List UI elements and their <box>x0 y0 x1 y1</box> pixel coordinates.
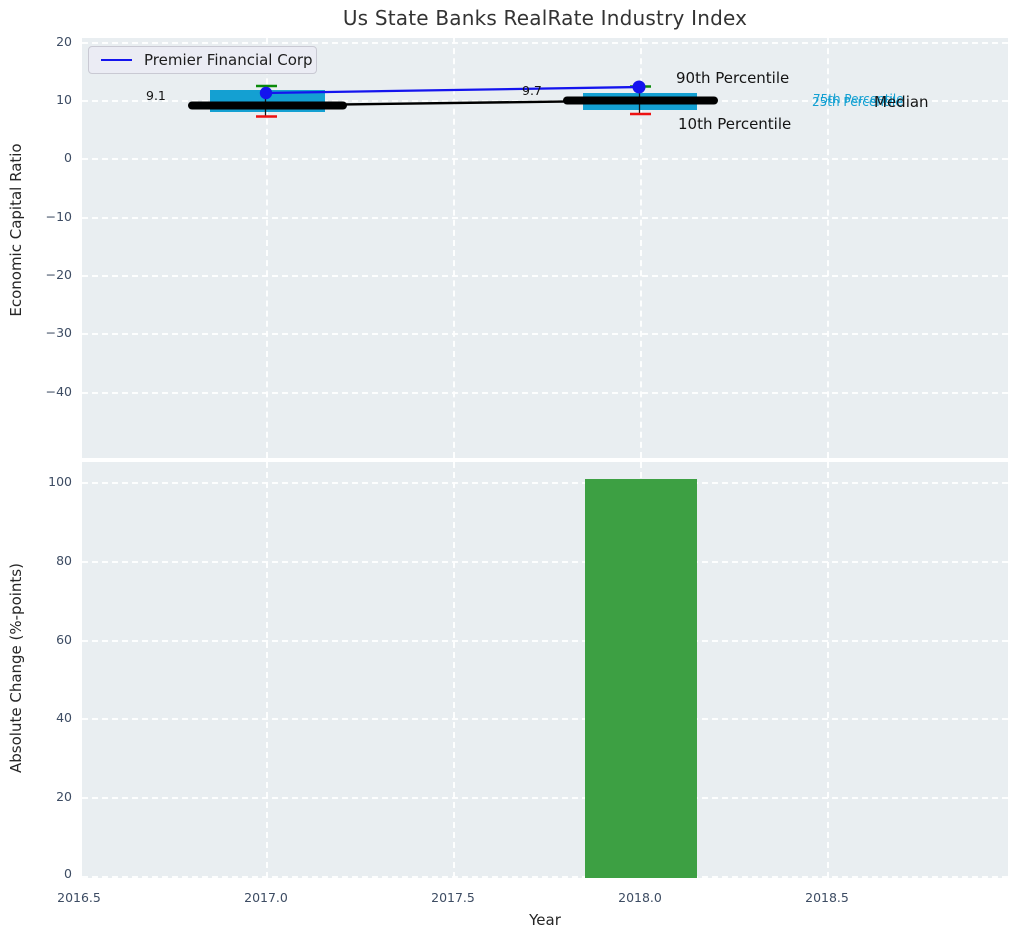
bottom-ytick-80: 80 <box>56 553 72 568</box>
annotation-10th-percentile: 10th Percentile <box>678 115 792 133</box>
gridline-y0 <box>82 158 1008 160</box>
top-ytick--40: −40 <box>45 384 72 399</box>
top-ytick--20: −20 <box>45 267 72 282</box>
legend: Premier Financial Corp <box>88 46 317 74</box>
gridline-x2017-5 <box>453 462 455 878</box>
top-ytick--30: −30 <box>45 325 72 340</box>
bottom-ytick-40: 40 <box>56 710 72 725</box>
gridline-y20 <box>82 797 1008 799</box>
top-y-axis-label: Economic Capital Ratio <box>7 143 25 317</box>
top-ytick-0: 0 <box>64 150 72 165</box>
xtick-2017-0: 2017.0 <box>244 890 288 905</box>
annotation-median: Median <box>874 93 929 111</box>
gridline-x2018-5 <box>827 38 829 458</box>
gridline-y80 <box>82 561 1008 563</box>
gridline-y-20 <box>82 275 1008 277</box>
gridline-x2017 <box>266 462 268 878</box>
bottom-y-axis-label: Absolute Change (%-points) <box>7 563 25 773</box>
top-ytick-20: 20 <box>56 34 72 49</box>
gridline-y60 <box>82 640 1008 642</box>
median-value-2018: 9.7 <box>522 83 542 98</box>
xtick-2016-5: 2016.5 <box>57 890 101 905</box>
legend-label: Premier Financial Corp <box>144 51 313 69</box>
median-value-2017: 9.1 <box>146 88 166 103</box>
gridline-y0 <box>82 876 1008 878</box>
gridline-y-10 <box>82 217 1008 219</box>
gridline-x2017-5 <box>453 38 455 458</box>
bottom-axes <box>82 462 1008 878</box>
change-bar-2018 <box>585 479 697 878</box>
company-line <box>265 85 640 95</box>
gridline-y-40 <box>82 392 1008 394</box>
bottom-ytick-100: 100 <box>48 474 72 489</box>
gridline-y40 <box>82 718 1008 720</box>
gridline-x2017 <box>266 38 268 458</box>
bottom-ytick-0: 0 <box>64 866 72 881</box>
x-axis-label: Year <box>529 911 561 929</box>
chart-title: Us State Banks RealRate Industry Index <box>342 6 748 30</box>
gridline-y-30 <box>82 333 1008 335</box>
bottom-ytick-60: 60 <box>56 632 72 647</box>
annotation-25th-percentile: 25th Percentile <box>812 95 903 109</box>
annotation-90th-percentile: 90th Percentile <box>676 69 790 87</box>
gridline-y100 <box>82 482 1008 484</box>
xtick-2017-5: 2017.5 <box>431 890 475 905</box>
annotation-75th-percentile: 75th Percentile <box>813 92 904 106</box>
top-ytick--10: −10 <box>45 209 72 224</box>
company-point-2017 <box>259 86 273 100</box>
top-plot-drawing <box>188 80 718 118</box>
top-axes: Premier Financial Corp 9.1 9.7 90th Perc… <box>82 38 1008 458</box>
xtick-2018-5: 2018.5 <box>805 890 849 905</box>
bottom-ytick-20: 20 <box>56 789 72 804</box>
gridline-x2018 <box>640 38 642 458</box>
gridline-x2018-5 <box>827 462 829 878</box>
top-ytick-10: 10 <box>56 92 72 107</box>
xtick-2018-0: 2018.0 <box>618 890 662 905</box>
legend-line-sample <box>101 59 132 61</box>
gridline-y20 <box>82 42 1008 44</box>
company-point-2018 <box>632 80 646 94</box>
